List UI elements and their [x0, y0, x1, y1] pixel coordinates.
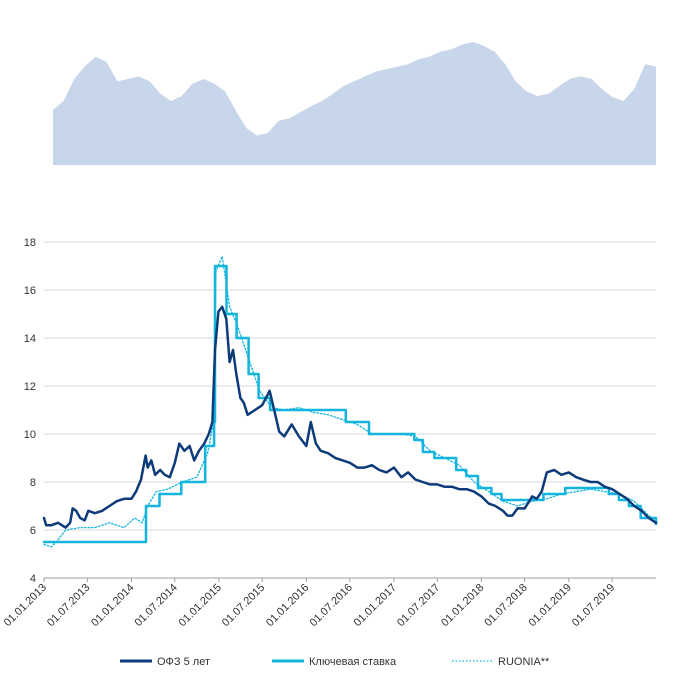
legend-label-ofz: ОФЗ 5 лет — [157, 656, 210, 668]
y-tick-label-18: 18 — [24, 237, 36, 249]
y-tick-label-12: 12 — [24, 381, 36, 393]
legend-label-ruonia: RUONIA** — [498, 656, 550, 668]
y-tick-label-6: 6 — [30, 525, 36, 537]
x-tick-label: 01.07.2019 — [570, 582, 617, 629]
x-tick-label: 01.01.2013 — [2, 582, 49, 629]
legend: ОФЗ 5 лет Ключевая ставка RUONIA** — [120, 656, 550, 668]
y-tick-label-4: 4 — [30, 573, 36, 585]
x-axis-ticks: 01.01.201301.07.201301.01.201401.07.2014… — [2, 578, 617, 629]
x-tick-label: 01.01.2019 — [527, 582, 574, 629]
y-tick-label-10: 10 — [24, 429, 36, 441]
x-tick-label: 01.01.2016 — [264, 582, 311, 629]
x-tick-label: 01.07.2015 — [220, 582, 267, 629]
series-ofz-5y — [42, 305, 658, 529]
x-tick-label: 01.01.2018 — [439, 582, 486, 629]
y-tick-label-14: 14 — [24, 333, 36, 345]
area-chart — [53, 42, 656, 165]
y-axis-ticks: 4 6 8 10 12 14 16 18 — [24, 237, 36, 585]
x-tick-label: 01.07.2013 — [45, 582, 92, 629]
x-tick-label: 01.07.2018 — [482, 582, 529, 629]
x-tick-label: 01.01.2014 — [89, 582, 136, 629]
series-ruonia — [43, 255, 657, 548]
x-tick-label: 01.07.2016 — [308, 582, 355, 629]
y-tick-label-16: 16 — [24, 285, 36, 297]
y-tick-label-8: 8 — [30, 477, 36, 489]
x-tick-label: 01.01.2017 — [352, 582, 399, 629]
x-tick-label: 01.07.2017 — [395, 582, 442, 629]
area-fill — [53, 42, 656, 165]
gridlines — [44, 241, 656, 579]
line-series — [42, 255, 658, 548]
x-tick-label: 01.07.2014 — [132, 582, 179, 629]
legend-label-key-rate: Ключевая ставка — [309, 656, 397, 668]
x-tick-label: 01.01.2015 — [177, 582, 224, 629]
series-key-rate — [42, 264, 658, 544]
